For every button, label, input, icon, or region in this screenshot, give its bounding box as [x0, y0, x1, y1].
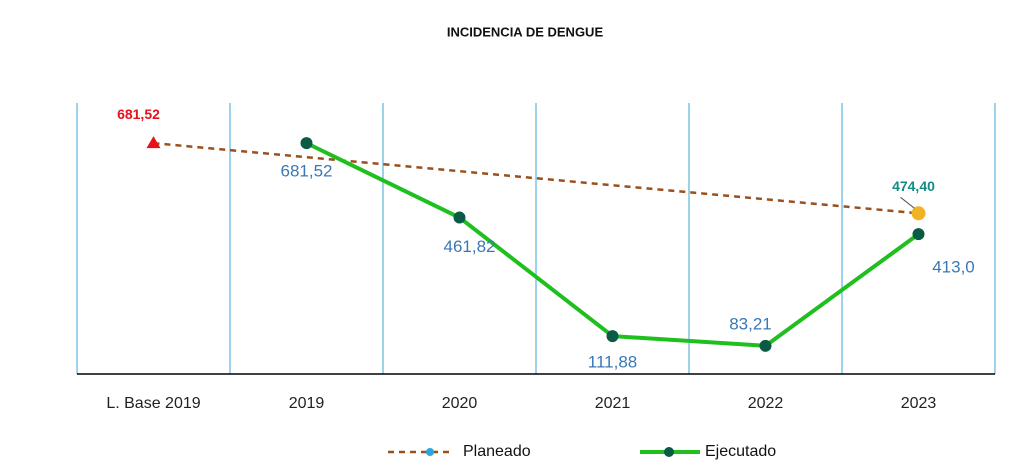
series-line — [305, 141, 920, 348]
x-tick-label: 2020 — [442, 395, 478, 412]
x-tick-label: L. Base 2019 — [106, 395, 200, 412]
legend-marker — [664, 447, 674, 457]
legend-label: Planeado — [463, 443, 531, 460]
data-label: 681,52 — [281, 162, 333, 181]
x-tick-label: 2022 — [748, 395, 784, 412]
legend-marker — [426, 448, 434, 456]
point-marker — [911, 206, 926, 221]
x-tick-label: 2021 — [595, 395, 631, 412]
point-marker — [300, 137, 313, 150]
data-label: 681,52 — [117, 106, 160, 122]
point-marker — [453, 211, 466, 224]
label-leader — [900, 196, 915, 209]
point-marker — [759, 339, 772, 352]
chart-title: INCIDENCIA DE DENGUE — [447, 24, 604, 39]
x-tick-label: 2023 — [901, 395, 937, 412]
point-marker — [912, 228, 925, 241]
point-marker — [146, 136, 161, 149]
x-tick-label: 2019 — [289, 395, 325, 412]
point-marker — [606, 330, 619, 343]
data-label: 461,82 — [444, 237, 496, 256]
legend-label: Ejecutado — [705, 443, 776, 460]
series-line — [153, 141, 919, 215]
data-label: 83,21 — [729, 314, 772, 333]
data-label: 413,0 — [932, 258, 975, 277]
data-label: 111,88 — [588, 353, 637, 372]
data-label: 474,40 — [892, 178, 935, 194]
